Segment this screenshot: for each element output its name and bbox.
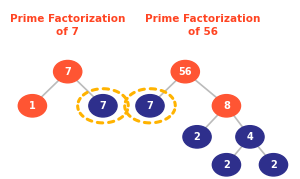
Text: 1: 1 [29, 101, 36, 111]
Text: 7: 7 [100, 101, 106, 111]
Ellipse shape [212, 95, 241, 117]
Text: 4: 4 [247, 132, 253, 142]
Text: Prime Factorization
of 56: Prime Factorization of 56 [145, 14, 261, 37]
Ellipse shape [89, 95, 117, 117]
Text: 56: 56 [178, 67, 192, 77]
Text: 2: 2 [194, 132, 200, 142]
Text: Prime Factorization
of 7: Prime Factorization of 7 [10, 14, 125, 37]
Ellipse shape [260, 154, 288, 176]
Ellipse shape [212, 154, 241, 176]
Ellipse shape [171, 61, 200, 83]
Text: 8: 8 [223, 101, 230, 111]
Ellipse shape [183, 126, 211, 148]
Ellipse shape [136, 95, 164, 117]
Ellipse shape [236, 126, 264, 148]
Text: 7: 7 [64, 67, 71, 77]
Text: 2: 2 [223, 160, 230, 170]
Text: 2: 2 [270, 160, 277, 170]
Text: 7: 7 [147, 101, 153, 111]
Ellipse shape [54, 61, 82, 83]
Ellipse shape [18, 95, 46, 117]
